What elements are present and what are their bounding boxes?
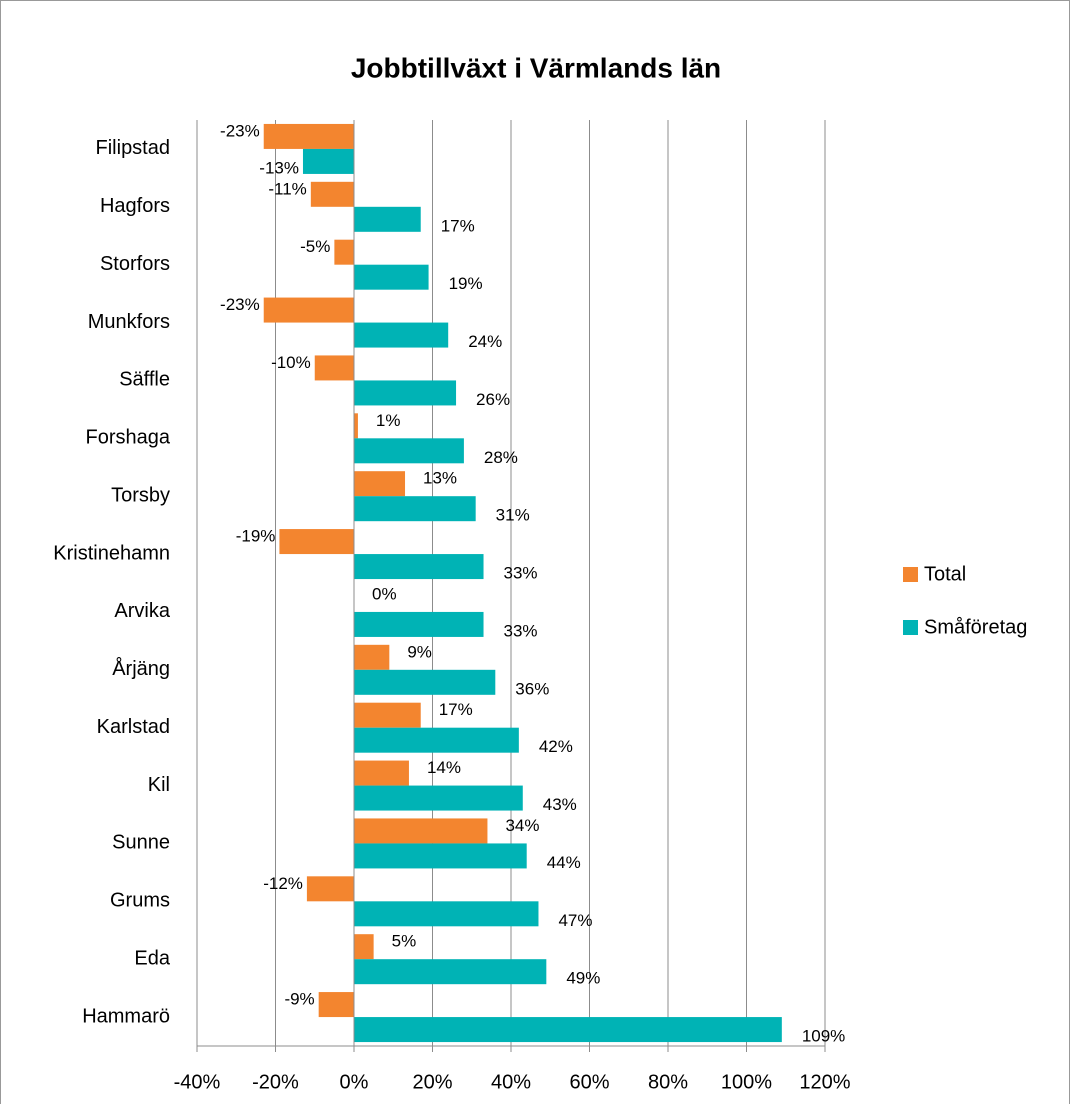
bar (354, 644, 390, 670)
y-tick-label: Torsby (111, 484, 170, 506)
data-label: 34% (505, 816, 539, 835)
x-tick-label: 60% (569, 1071, 609, 1093)
bar (354, 785, 523, 811)
data-label: 33% (504, 621, 538, 640)
x-tick-label: 20% (412, 1071, 452, 1093)
y-tick-label: Årjäng (112, 657, 170, 680)
bar (354, 818, 488, 844)
data-label: 42% (539, 737, 573, 756)
data-label: 49% (566, 969, 600, 988)
data-label: -13% (259, 158, 299, 177)
x-tick-label: -40% (174, 1071, 221, 1093)
data-label: -9% (284, 990, 314, 1009)
data-label: 26% (476, 390, 510, 409)
x-tick-label: 120% (799, 1071, 850, 1093)
bar (354, 934, 374, 960)
bar (306, 876, 354, 902)
x-tick-label: -20% (252, 1071, 299, 1093)
data-label: 31% (496, 506, 530, 525)
data-label: 36% (515, 679, 549, 698)
data-label: 0% (372, 584, 397, 603)
bar (354, 264, 429, 290)
data-label: -10% (271, 353, 311, 372)
legend-swatch (903, 620, 918, 635)
y-tick-label: Karlstad (97, 716, 170, 738)
bar (263, 123, 354, 149)
legend-label: Småföretag (924, 616, 1027, 638)
data-label: -12% (263, 874, 303, 893)
data-label: 44% (547, 853, 581, 872)
data-label: 19% (449, 274, 483, 293)
x-tick-label: 80% (648, 1071, 688, 1093)
bar (314, 355, 354, 381)
bar (334, 239, 354, 265)
bar (354, 413, 358, 439)
y-tick-label: Grums (110, 890, 170, 912)
x-tick-label: 0% (340, 1071, 369, 1093)
data-label: 24% (468, 332, 502, 351)
bar (354, 471, 406, 497)
data-label: 13% (423, 469, 457, 488)
y-tick-label: Kristinehamn (53, 542, 170, 564)
bar (354, 760, 409, 786)
data-label: 17% (439, 700, 473, 719)
y-tick-label: Kil (148, 774, 170, 796)
bar (354, 380, 457, 406)
y-tick-label: Arvika (114, 600, 170, 622)
bar (354, 322, 449, 348)
bar (354, 554, 484, 580)
data-label: 1% (376, 411, 401, 430)
data-label: 28% (484, 448, 518, 467)
data-label: 17% (441, 216, 475, 235)
y-tick-label: Forshaga (86, 427, 171, 449)
y-tick-label: Säffle (119, 369, 170, 391)
bar (354, 727, 519, 753)
data-label: -5% (300, 237, 330, 256)
bar (354, 611, 484, 637)
legend-label: Total (924, 563, 966, 585)
bar (354, 1017, 782, 1043)
data-label: 9% (407, 642, 432, 661)
y-tick-label: Hammarö (82, 1005, 170, 1027)
y-tick-label: Eda (134, 947, 170, 969)
data-label: -11% (268, 179, 306, 198)
bar (354, 669, 496, 695)
bar (310, 181, 354, 207)
y-tick-label: Storfors (100, 253, 170, 275)
data-label: 109% (802, 1027, 845, 1046)
data-label: 5% (392, 932, 417, 951)
y-tick-label: Hagfors (100, 195, 170, 217)
bar (279, 529, 354, 555)
data-label: 14% (427, 758, 461, 777)
data-label: -19% (236, 527, 276, 546)
bar (354, 843, 527, 869)
chart-title: Jobbtillväxt i Värmlands län (351, 52, 721, 83)
bar (354, 438, 464, 464)
bar (318, 992, 354, 1018)
bar (354, 206, 421, 232)
bar (302, 148, 354, 174)
y-tick-label: Sunne (112, 832, 170, 854)
data-label: -23% (220, 121, 260, 140)
data-label: 43% (543, 795, 577, 814)
bar (354, 959, 547, 985)
data-label: 47% (558, 911, 592, 930)
bar (354, 702, 421, 728)
y-tick-label: Filipstad (96, 137, 170, 159)
bar (263, 297, 354, 323)
bar (354, 496, 476, 522)
x-tick-label: 40% (491, 1071, 531, 1093)
x-tick-label: 100% (721, 1071, 772, 1093)
y-tick-label: Munkfors (88, 311, 170, 333)
data-label: -23% (220, 295, 260, 314)
data-label: 33% (504, 564, 538, 583)
bar (354, 901, 539, 927)
legend-swatch (903, 567, 918, 582)
